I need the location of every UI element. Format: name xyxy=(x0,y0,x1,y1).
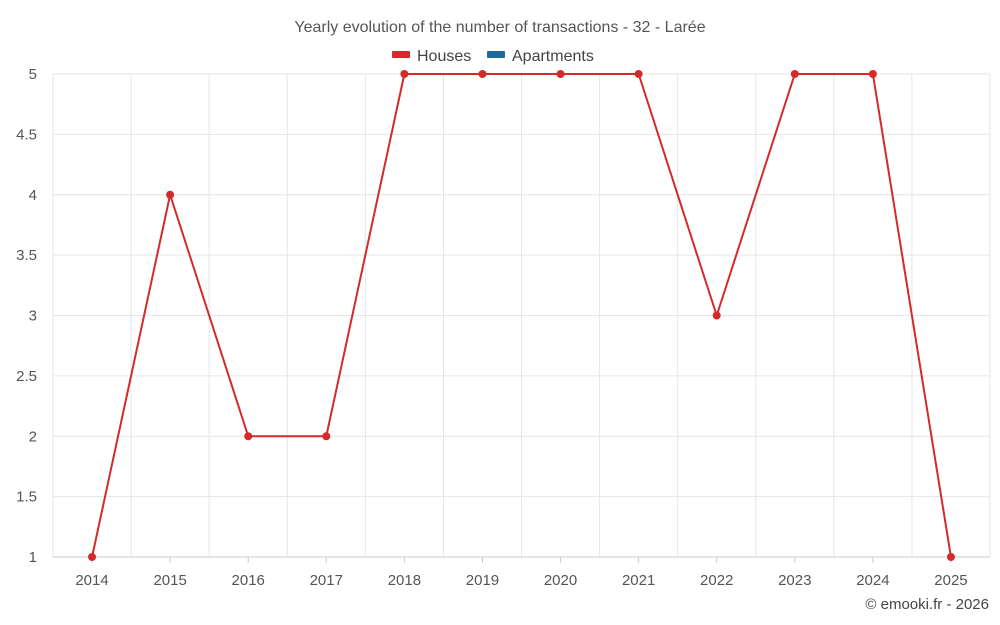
x-tick-label: 2019 xyxy=(466,572,499,589)
data-point-houses-2021[interactable] xyxy=(634,70,643,78)
legend-label-apartments: Apartments xyxy=(512,48,594,65)
x-tick-label: 2015 xyxy=(153,572,186,589)
data-point-houses-2015[interactable] xyxy=(166,190,175,199)
x-tick-label: 2023 xyxy=(778,572,811,589)
x-axis: 2014 2015 2016 2017 2018 2019 2020 2021 2022 2023… xyxy=(53,556,990,589)
data-point-houses-2016[interactable] xyxy=(244,432,253,441)
x-tick-label: 2024 xyxy=(856,572,889,589)
x-tick-label: 2025 xyxy=(934,572,967,589)
legend: Houses Apartments xyxy=(392,48,594,65)
data-point-houses-2019[interactable] xyxy=(478,70,487,78)
y-tick-label: 4.5 xyxy=(16,126,37,143)
credit-text: © emooki.fr - 2026 xyxy=(865,596,989,613)
y-tick-label: 2.5 xyxy=(16,368,37,385)
data-point-houses-2024[interactable] xyxy=(868,70,877,78)
data-point-houses-2023[interactable] xyxy=(790,70,799,78)
y-tick-label: 3 xyxy=(29,308,37,325)
x-tick-label: 2017 xyxy=(310,572,343,589)
legend-item-houses[interactable]: Houses xyxy=(392,48,471,65)
y-tick-label: 4 xyxy=(29,187,37,204)
y-tick-label: 2 xyxy=(29,428,37,445)
data-point-houses-2017[interactable] xyxy=(322,432,331,441)
x-tick-label: 2016 xyxy=(232,572,265,589)
data-point-houses-2018[interactable] xyxy=(400,70,409,78)
y-tick-label: 3.5 xyxy=(16,247,37,264)
data-point-houses-2025[interactable] xyxy=(946,553,955,561)
y-tick-label: 1.5 xyxy=(16,489,37,506)
series-houses xyxy=(88,70,955,561)
data-point-houses-2014[interactable] xyxy=(88,553,97,561)
series-line-houses xyxy=(91,73,952,558)
y-axis: 1 1.5 2 2.5 3 3.5 4 4.5 5 xyxy=(16,66,37,566)
data-point-houses-2022[interactable] xyxy=(712,311,721,320)
legend-swatch-apartments xyxy=(487,51,505,58)
legend-item-apartments[interactable]: Apartments xyxy=(487,48,594,65)
y-tick-label: 1 xyxy=(29,549,37,566)
x-tick-label: 2020 xyxy=(544,572,577,589)
x-tick-label: 2018 xyxy=(388,572,421,589)
legend-label-houses: Houses xyxy=(417,48,471,65)
x-tick-label: 2014 xyxy=(75,572,108,589)
x-tick-label: 2021 xyxy=(622,572,655,589)
x-gridlines xyxy=(52,74,991,557)
legend-swatch-houses xyxy=(392,51,410,58)
chart-title: Yearly evolution of the number of transa… xyxy=(294,19,705,36)
y-tick-label: 5 xyxy=(29,66,37,83)
data-point-houses-2020[interactable] xyxy=(556,70,565,78)
x-tick-label: 2022 xyxy=(700,572,733,589)
